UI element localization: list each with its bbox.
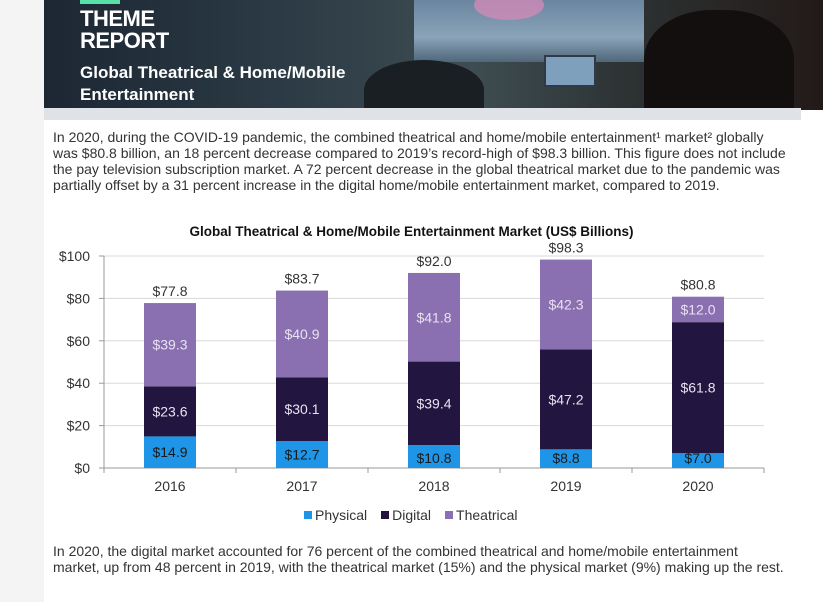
bar-segment-theatrical: [144, 303, 196, 387]
banner-photo-laptop: [544, 55, 596, 87]
data-label-digital: $39.4: [416, 395, 451, 411]
data-label-physical: $14.9: [152, 444, 187, 460]
data-label-physical: $7.0: [684, 450, 711, 466]
y-tick-label: $40: [67, 375, 91, 391]
legend-label-digital: Digital: [392, 507, 432, 523]
y-tick-label: $20: [67, 418, 91, 434]
data-label-digital: $47.2: [548, 391, 583, 407]
legend-swatch-physical: [304, 511, 312, 519]
total-label: $80.8: [680, 277, 715, 293]
x-tick-label: 2019: [550, 478, 581, 494]
y-tick-label: $0: [74, 460, 90, 476]
legend-label-theatrical: Theatrical: [456, 507, 518, 523]
x-tick-label: 2016: [154, 478, 185, 494]
legend-item-physical: Physical: [304, 507, 367, 523]
data-label-physical: $12.7: [284, 447, 319, 463]
x-tick-label: 2020: [682, 478, 713, 494]
data-label-theatrical: $12.0: [680, 301, 715, 317]
legend-item-digital: Digital: [381, 507, 431, 523]
data-label-physical: $10.8: [416, 450, 451, 466]
data-label-theatrical: $39.3: [152, 337, 187, 353]
data-label-digital: $23.6: [152, 403, 187, 419]
legend-label-physical: Physical: [315, 507, 368, 523]
bar-segment-theatrical: [672, 296, 724, 323]
bar-segment-theatrical: [408, 272, 460, 362]
total-label: $98.3: [548, 240, 583, 256]
bar-segment-physical: [276, 441, 328, 468]
outro-paragraph: In 2020, the digital market accounted fo…: [53, 543, 784, 575]
y-tick-label: $100: [59, 248, 90, 264]
x-tick-label: 2017: [286, 478, 317, 494]
chart-legend: Physical Digital Theatrical: [304, 507, 518, 523]
legend-item-theatrical: Theatrical: [445, 507, 518, 523]
data-label-theatrical: $40.9: [284, 326, 319, 342]
data-label-digital: $30.1: [284, 401, 319, 417]
data-label-theatrical: $41.8: [416, 309, 451, 325]
x-tick-label: 2018: [418, 478, 449, 494]
report-title: THEME REPORT: [80, 8, 169, 52]
banner-photo-glow: [474, 0, 544, 20]
bar-segment-physical: [672, 453, 724, 468]
bar-segment-physical: [408, 445, 460, 468]
chart-title: Global Theatrical & Home/Mobile Entertai…: [189, 224, 634, 239]
bar-segment-physical: [144, 436, 196, 468]
stacked-bar-chart: $0 $20 $40 $60 $80 $100 $14.9 $23.6 $39.3 $77.8 20…: [59, 240, 765, 494]
bar-segment-physical: [540, 449, 592, 468]
intro-paragraph: In 2020, during the COVID-19 pandemic, t…: [53, 129, 786, 193]
banner-bottom-bar: [44, 108, 801, 120]
banner-photo-silhouette: [644, 10, 794, 110]
data-label-theatrical: $42.3: [548, 296, 583, 312]
bar-segment-digital: [408, 361, 460, 446]
bar-segment-digital: [276, 377, 328, 442]
header-banner: THEME REPORT Global Theatrical & Home/Mo…: [44, 0, 823, 110]
legend-swatch-theatrical: [445, 511, 454, 519]
data-label-digital: $61.8: [680, 380, 715, 396]
bar-segment-digital: [144, 386, 196, 437]
bar-segment-theatrical: [276, 290, 328, 378]
report-subtitle: Global Theatrical & Home/Mobile Entertai…: [80, 63, 346, 104]
y-tick-label: $60: [67, 333, 91, 349]
banner-year-tag: [80, 0, 120, 4]
report-title-line1: THEME: [80, 6, 155, 31]
bar-segment-digital: [540, 349, 592, 450]
total-label: $92.0: [416, 253, 451, 269]
bar-segment-digital: [672, 322, 724, 454]
total-label: $83.7: [284, 271, 319, 287]
page-side-strip: [0, 0, 44, 602]
data-label-physical: $8.8: [552, 450, 579, 466]
report-title-line2: REPORT: [80, 28, 169, 53]
total-label: $77.8: [152, 283, 187, 299]
bar-segment-theatrical: [540, 259, 592, 350]
y-tick-label: $80: [67, 290, 91, 306]
banner-photo-silhouette: [364, 60, 484, 110]
legend-swatch-digital: [381, 511, 390, 519]
